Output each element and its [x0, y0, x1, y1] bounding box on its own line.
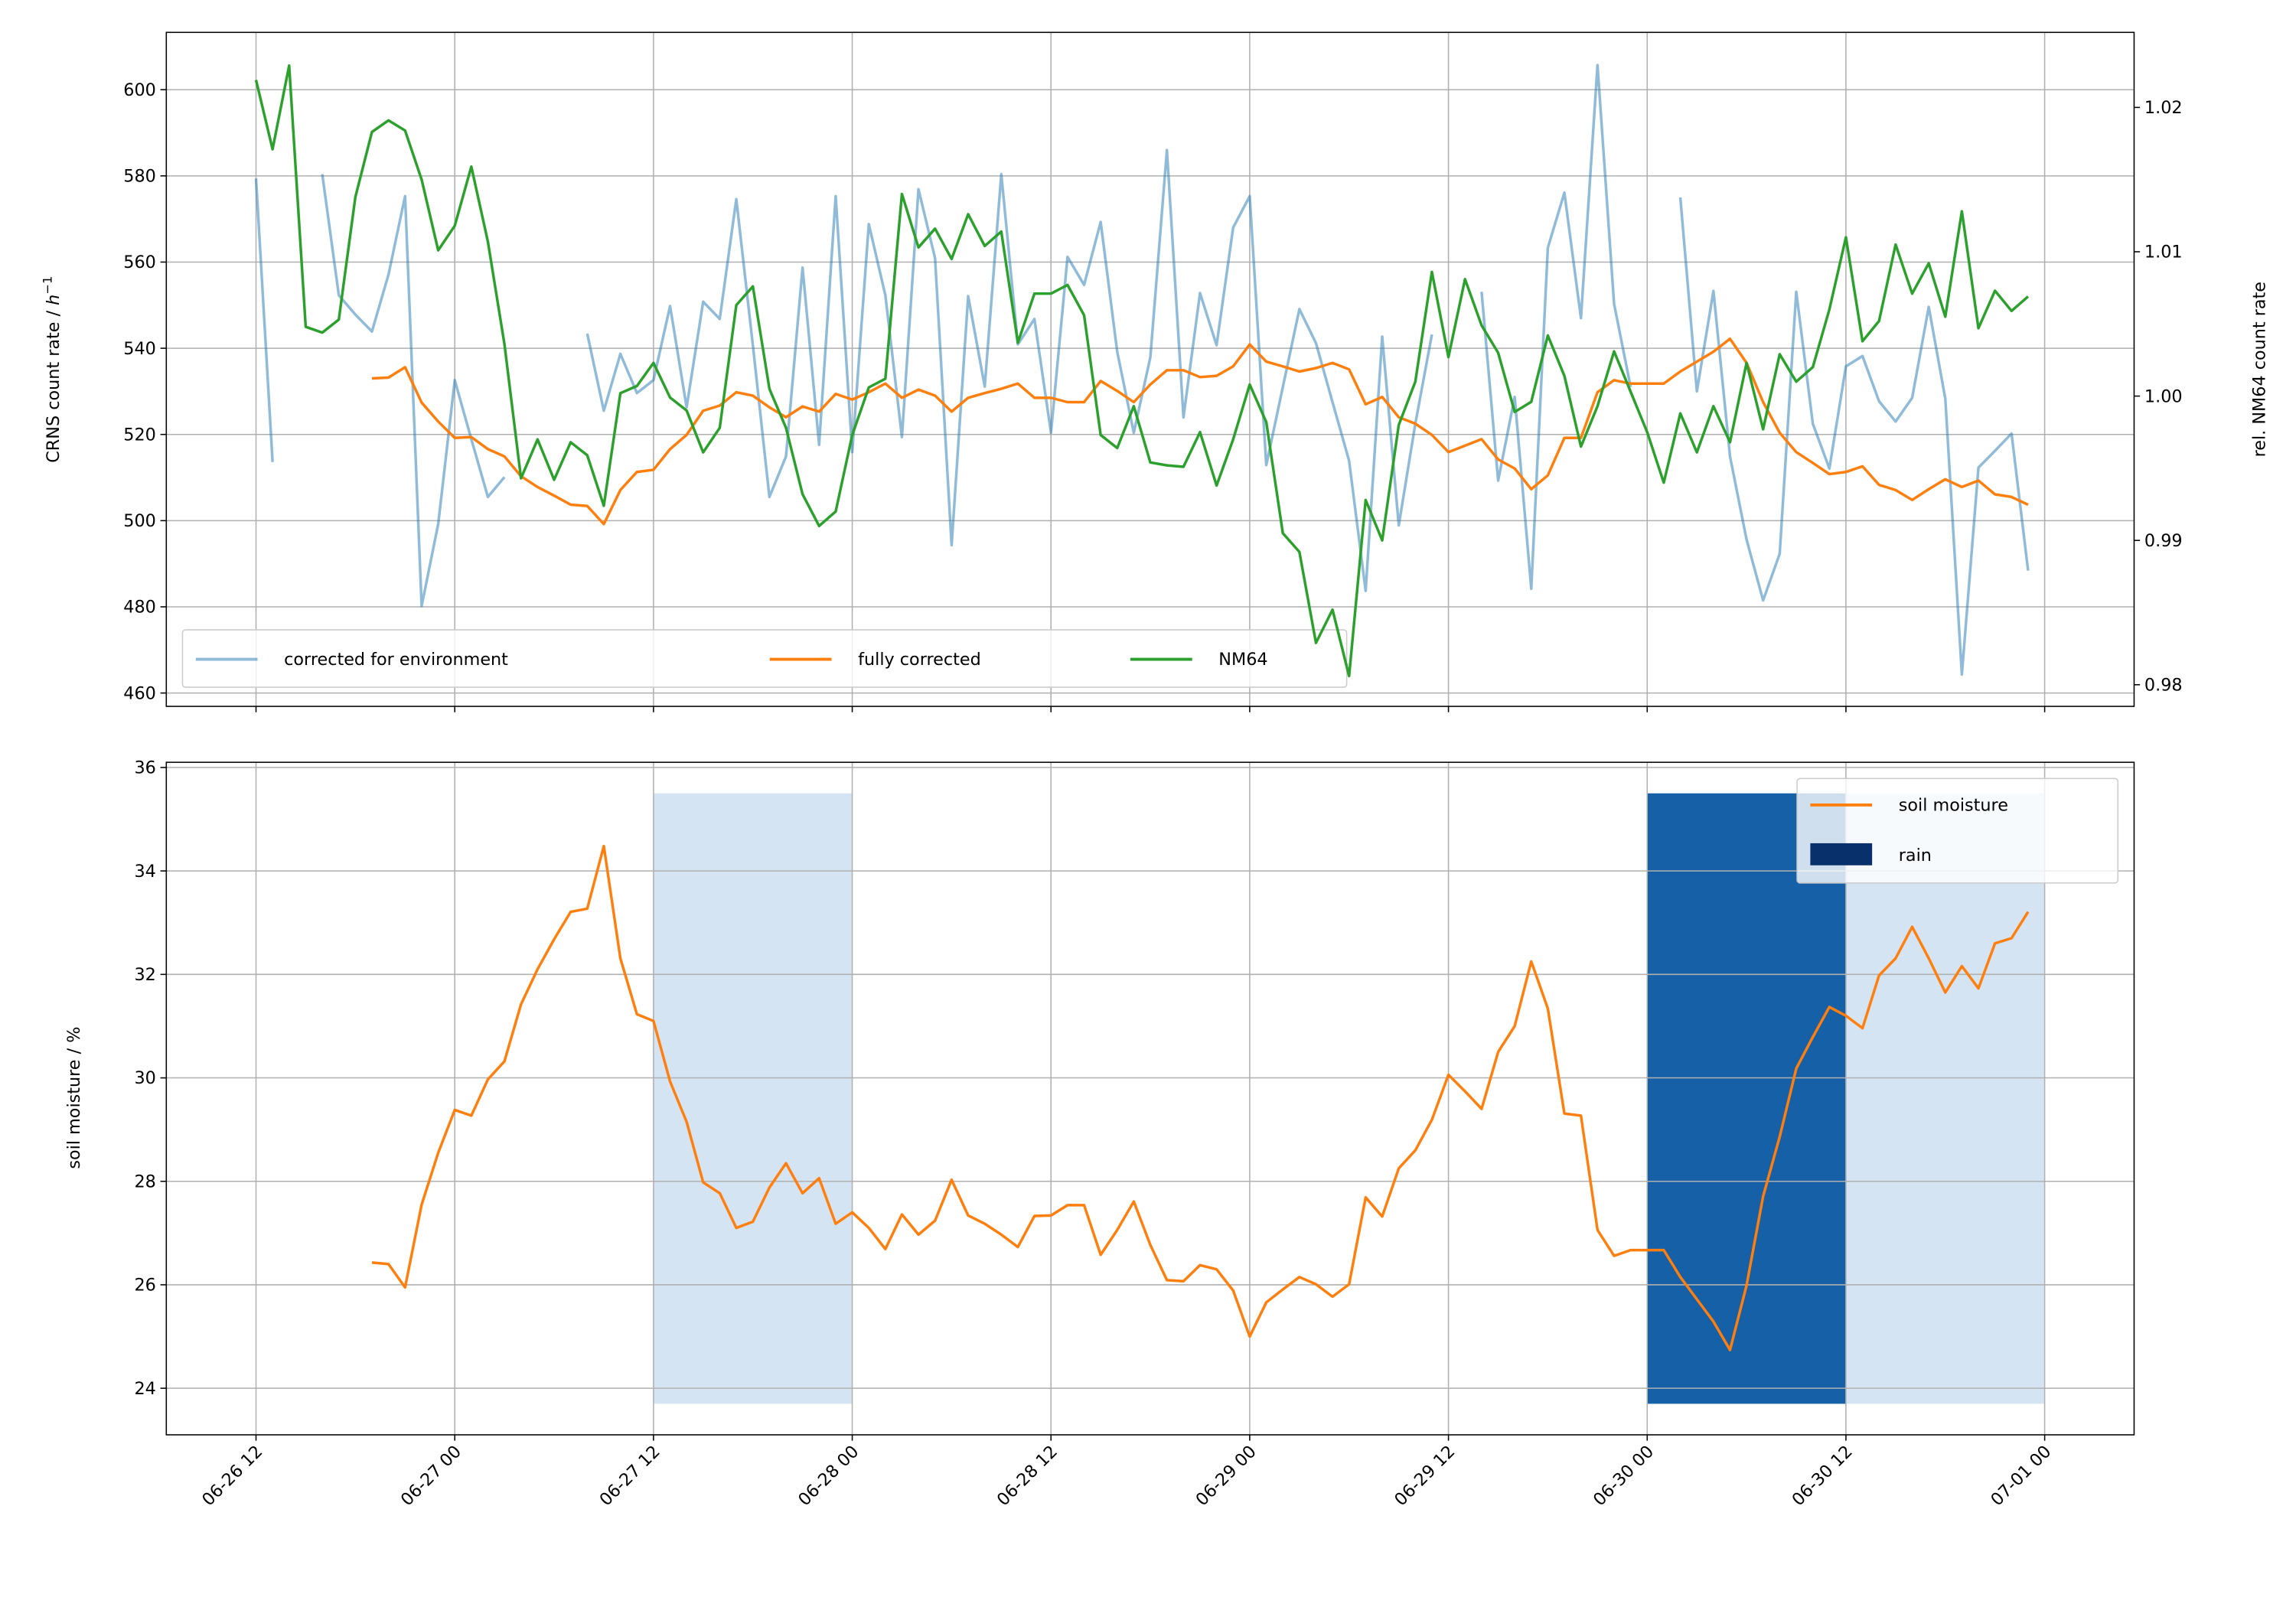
series-line-corrected-for-environment: [254, 64, 2030, 676]
y-tick-label: 30: [134, 1068, 155, 1088]
y-tick-label: 500: [123, 511, 156, 531]
bottom-legend: soil moisture rain: [1796, 777, 2119, 884]
axes-frame: [165, 761, 2135, 1436]
bottom-lines: [371, 844, 2030, 1351]
legend-label-nm64: NM64: [1218, 650, 1267, 670]
y-tick-label: 34: [134, 862, 155, 882]
bottom-axes: 24 26 28 30 32 34 36: [134, 758, 2135, 1441]
y-tick-label: 26: [134, 1276, 155, 1296]
y-tick-label: 560: [123, 253, 156, 272]
y-tick-label: 540: [123, 339, 156, 359]
top-axes: 460 480 500 520 540 560 580 600 0.98 0.99 1.00 1.01…: [123, 31, 2183, 712]
top-lines: [254, 64, 2030, 676]
y-tick-label: 28: [134, 1172, 155, 1191]
rain-span: [1845, 793, 2045, 1404]
y2-tick-label: 1.01: [2144, 243, 2183, 262]
series-line-soil-moisture: [371, 844, 2030, 1351]
y2-tick-label: 0.99: [2144, 531, 2183, 551]
y-tick-label: 600: [123, 80, 156, 100]
y-tick-label: 520: [123, 425, 156, 445]
y2-tick-label: 1.00: [2144, 386, 2183, 406]
bottom-y-axis-label: soil moisture / %: [64, 1027, 84, 1169]
bottom-grid: [166, 762, 2135, 1435]
y-tick-label: 36: [134, 758, 155, 778]
legend-label-full: fully corrected: [858, 650, 981, 670]
y-tick-label: 24: [134, 1379, 155, 1399]
legend-label-env: corrected for environment: [284, 650, 508, 670]
legend-label-soil-moisture: soil moisture: [1899, 796, 2008, 816]
legend-label-rain: rain: [1899, 846, 1932, 865]
rain-span: [653, 793, 853, 1404]
top-y2-axis-label: rel. NM64 count rate: [2250, 282, 2270, 457]
y2-tick-label: 1.02: [2144, 98, 2183, 118]
top-panel: corrected for environment fully correcte…: [40, 31, 2270, 712]
y-tick-label: 580: [123, 167, 156, 187]
legend-box: [1796, 777, 2119, 884]
y2-tick-label: 0.98: [2144, 675, 2183, 695]
rain-spans: [653, 793, 2045, 1404]
axes-frame: [165, 31, 2135, 707]
series-line-fully-corrected: [371, 337, 2029, 526]
y-tick-label: 460: [123, 683, 156, 703]
y-tick-label: 480: [123, 598, 156, 618]
rain-span: [1647, 793, 1846, 1404]
series-line-nm64: [254, 64, 2030, 678]
top-y-axis-label: CRNS count rate / h−1: [40, 276, 64, 463]
legend-box: [181, 629, 1348, 688]
top-legend: corrected for environment fully correcte…: [181, 629, 1348, 688]
y-tick-label: 32: [134, 965, 155, 985]
legend-swatch-rain: [1810, 843, 1873, 865]
top-lines-right-axis: [254, 64, 2030, 678]
